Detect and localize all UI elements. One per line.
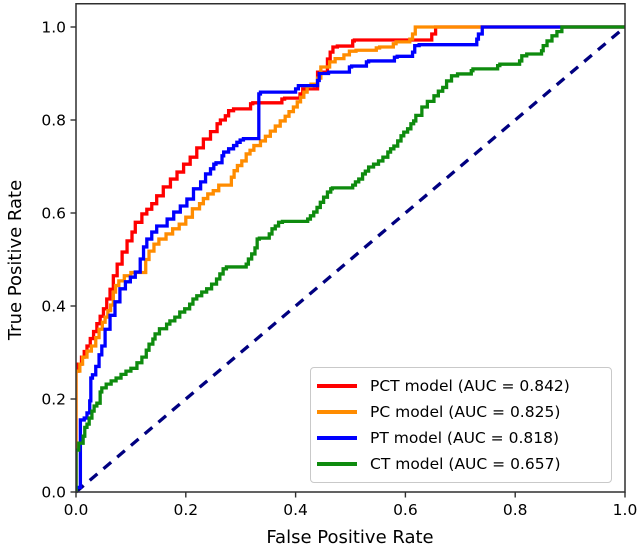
x-tick-label: 0.0 [64, 501, 89, 519]
y-tick-label: 0.0 [41, 484, 66, 502]
roc-curve-pc [76, 25, 625, 492]
y-tick-label: 0.6 [41, 205, 66, 223]
y-axis-label: True Positive Rate [5, 180, 26, 341]
x-axis-label: False Positive Rate [266, 527, 433, 548]
y-tick-label: 1.0 [41, 19, 66, 37]
x-tick-label: 0.6 [393, 501, 418, 519]
y-tick-label: 0.4 [41, 298, 66, 316]
legend-swatch-pct [317, 384, 357, 388]
y-tick-label: 0.8 [41, 112, 66, 130]
legend-swatch-pc [317, 410, 357, 414]
y-tick-label: 0.2 [41, 391, 66, 409]
legend-item-ct: CT model (AUC = 0.657) [311, 451, 611, 477]
legend-item-pct: PCT model (AUC = 0.842) [311, 373, 611, 399]
x-tick-label: 0.4 [283, 501, 308, 519]
plot-frame [75, 3, 626, 493]
roc-curve-ct [76, 25, 625, 492]
legend-label-pt: PT model (AUC = 0.818) [370, 429, 560, 447]
legend-label-pc: PC model (AUC = 0.825) [370, 403, 561, 421]
chance-diagonal [76, 25, 625, 494]
legend-label-pct: PCT model (AUC = 0.842) [370, 377, 570, 395]
roc-curve-pt [76, 25, 625, 492]
x-tick-label: 1.0 [613, 501, 638, 519]
legend: PCT model (AUC = 0.842) PC model (AUC = 0… [310, 367, 612, 483]
x-tick-label: 0.2 [173, 501, 198, 519]
legend-item-pt: PT model (AUC = 0.818) [311, 425, 611, 451]
legend-item-pc: PC model (AUC = 0.825) [311, 399, 611, 425]
x-tick-label: 0.8 [503, 501, 528, 519]
legend-label-ct: CT model (AUC = 0.657) [370, 455, 561, 473]
roc-curve-pct [76, 25, 625, 492]
legend-swatch-pt [317, 436, 357, 440]
legend-swatch-ct [317, 462, 357, 466]
